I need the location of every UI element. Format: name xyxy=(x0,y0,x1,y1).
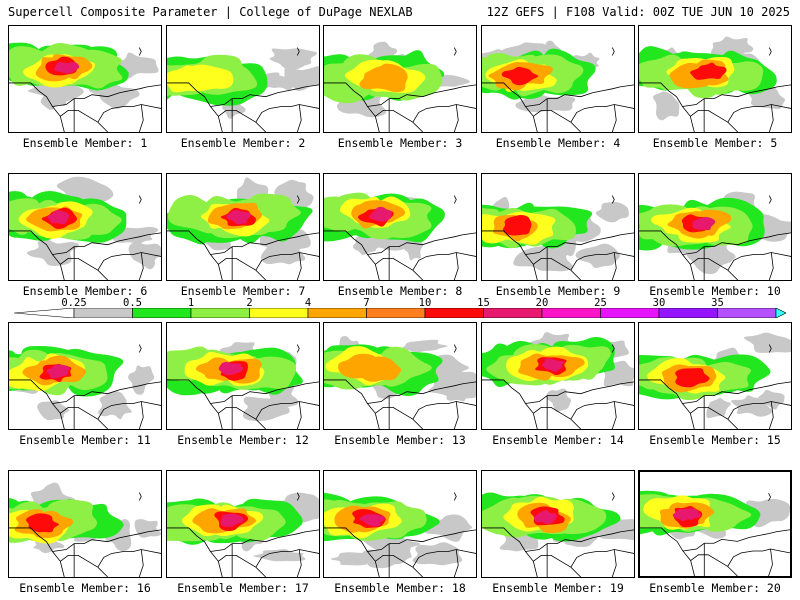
colorbar-segment xyxy=(307,308,367,318)
ensemble-member-5-map[interactable] xyxy=(638,25,792,133)
scp-field-map xyxy=(482,492,634,577)
colorbar-segment xyxy=(541,308,601,318)
scp-field-map xyxy=(324,336,476,429)
scp-field-map xyxy=(639,36,791,132)
ensemble-member-label: Ensemble Member: 1 xyxy=(22,136,148,150)
ensemble-member-label: Ensemble Member: 14 xyxy=(492,433,624,447)
colorbar-segment xyxy=(658,308,718,318)
colorbar-tick-label: 25 xyxy=(594,297,607,309)
ensemble-member-18-map[interactable] xyxy=(323,470,477,578)
run-valid-time: 12Z GEFS | F108 Valid: 00Z TUE JUN 10 20… xyxy=(486,5,790,19)
colorbar-segment xyxy=(366,308,426,318)
colorbar-segment xyxy=(483,308,543,318)
ensemble-member-label: Ensemble Member: 17 xyxy=(177,581,309,595)
ensemble-member-label: Ensemble Member: 3 xyxy=(337,136,463,150)
ensemble-member-label: Ensemble Member: 4 xyxy=(495,136,621,150)
ensemble-member-label: Ensemble Member: 12 xyxy=(177,433,309,447)
scp-field-map xyxy=(324,41,476,132)
scp-field-map xyxy=(482,332,634,429)
ensemble-member-17-map[interactable] xyxy=(166,470,320,578)
colorbar-segment xyxy=(249,308,309,318)
scp-field-map xyxy=(9,176,161,280)
ensemble-member-label: Ensemble Member: 13 xyxy=(334,433,466,447)
ensemble-member-6-map[interactable] xyxy=(8,173,162,281)
ensemble-member-label: Ensemble Member: 15 xyxy=(649,433,781,447)
colorbar-tick-label: 0.5 xyxy=(123,297,142,309)
colorbar-tick-label: 35 xyxy=(711,297,724,309)
ensemble-member-20-map[interactable] xyxy=(638,470,792,578)
ensemble-member-11-map[interactable] xyxy=(8,322,162,430)
ensemble-member-label: Ensemble Member: 8 xyxy=(337,284,463,298)
ensemble-member-15-map[interactable] xyxy=(638,322,792,430)
colorbar-tick-label: 30 xyxy=(652,297,666,309)
scp-field-map xyxy=(9,482,161,577)
scp-field-map xyxy=(9,42,161,132)
ensemble-member-10-map[interactable] xyxy=(638,173,792,281)
scp-field-map xyxy=(640,490,790,576)
ensemble-member-label: Ensemble Member: 19 xyxy=(492,581,624,595)
ensemble-member-label: Ensemble Member: 2 xyxy=(180,136,306,150)
ensemble-member-label: Ensemble Member: 9 xyxy=(495,284,621,298)
scp-field-map xyxy=(639,191,791,280)
colorbar-segment xyxy=(717,308,777,318)
colorbar-segment xyxy=(190,308,250,318)
ensemble-member-9-map[interactable] xyxy=(481,173,635,281)
colorbar-segment xyxy=(424,308,484,318)
ensemble-member-7-map[interactable] xyxy=(166,173,320,281)
scp-field-map xyxy=(639,332,791,429)
ensemble-member-label: Ensemble Member: 11 xyxy=(19,433,151,447)
colorbar-segment xyxy=(73,308,133,318)
scp-field-map xyxy=(9,344,161,429)
scp-field-map xyxy=(482,40,634,132)
colorbar-segment xyxy=(775,308,786,318)
ensemble-member-12-map[interactable] xyxy=(166,322,320,430)
ensemble-member-19-map[interactable] xyxy=(481,470,635,578)
colorbar-tick-label: 10 xyxy=(418,297,432,309)
ensemble-member-4-map[interactable] xyxy=(481,25,635,133)
chart-title: Supercell Composite Parameter | College … xyxy=(8,5,413,19)
scp-field-map xyxy=(167,177,319,280)
colorbar-tick-label: 7 xyxy=(363,297,370,309)
colorbar-tick-label: 15 xyxy=(477,297,490,309)
scp-field-map xyxy=(167,342,319,429)
colorbar-tick-label: 2 xyxy=(246,297,253,309)
ensemble-member-label: Ensemble Member: 18 xyxy=(334,581,466,595)
ensemble-member-label: Ensemble Member: 7 xyxy=(180,284,306,298)
scp-field-map xyxy=(167,492,319,577)
colorbar-segment xyxy=(132,308,192,318)
scp-field-map xyxy=(482,195,634,280)
colorbar-segment xyxy=(600,308,660,318)
ensemble-member-8-map[interactable] xyxy=(323,173,477,281)
colorbar-tick-label: 20 xyxy=(535,297,549,309)
ensemble-member-3-map[interactable] xyxy=(323,25,477,133)
colorbar-tick-label: 0.25 xyxy=(61,297,87,309)
ensemble-member-label: Ensemble Member: 10 xyxy=(649,284,781,298)
ensemble-member-14-map[interactable] xyxy=(481,322,635,430)
colorbar-tick-label: 4 xyxy=(304,297,312,309)
ensemble-member-label: Ensemble Member: 5 xyxy=(652,136,778,150)
ensemble-member-label: Ensemble Member: 16 xyxy=(19,581,151,595)
ensemble-member-label: Ensemble Member: 6 xyxy=(22,284,148,298)
scp-field-map xyxy=(167,47,319,132)
colorbar-tick-label: 1 xyxy=(187,297,195,309)
ensemble-member-2-map[interactable] xyxy=(166,25,320,133)
ensemble-member-13-map[interactable] xyxy=(323,322,477,430)
ensemble-member-label: Ensemble Member: 20 xyxy=(649,581,781,595)
ensemble-member-1-map[interactable] xyxy=(8,25,162,133)
scp-field-map xyxy=(324,192,476,280)
scp-field-map xyxy=(324,492,476,577)
ensemble-member-16-map[interactable] xyxy=(8,470,162,578)
scp-colorbar xyxy=(14,308,786,318)
colorbar-low-end xyxy=(14,308,75,318)
